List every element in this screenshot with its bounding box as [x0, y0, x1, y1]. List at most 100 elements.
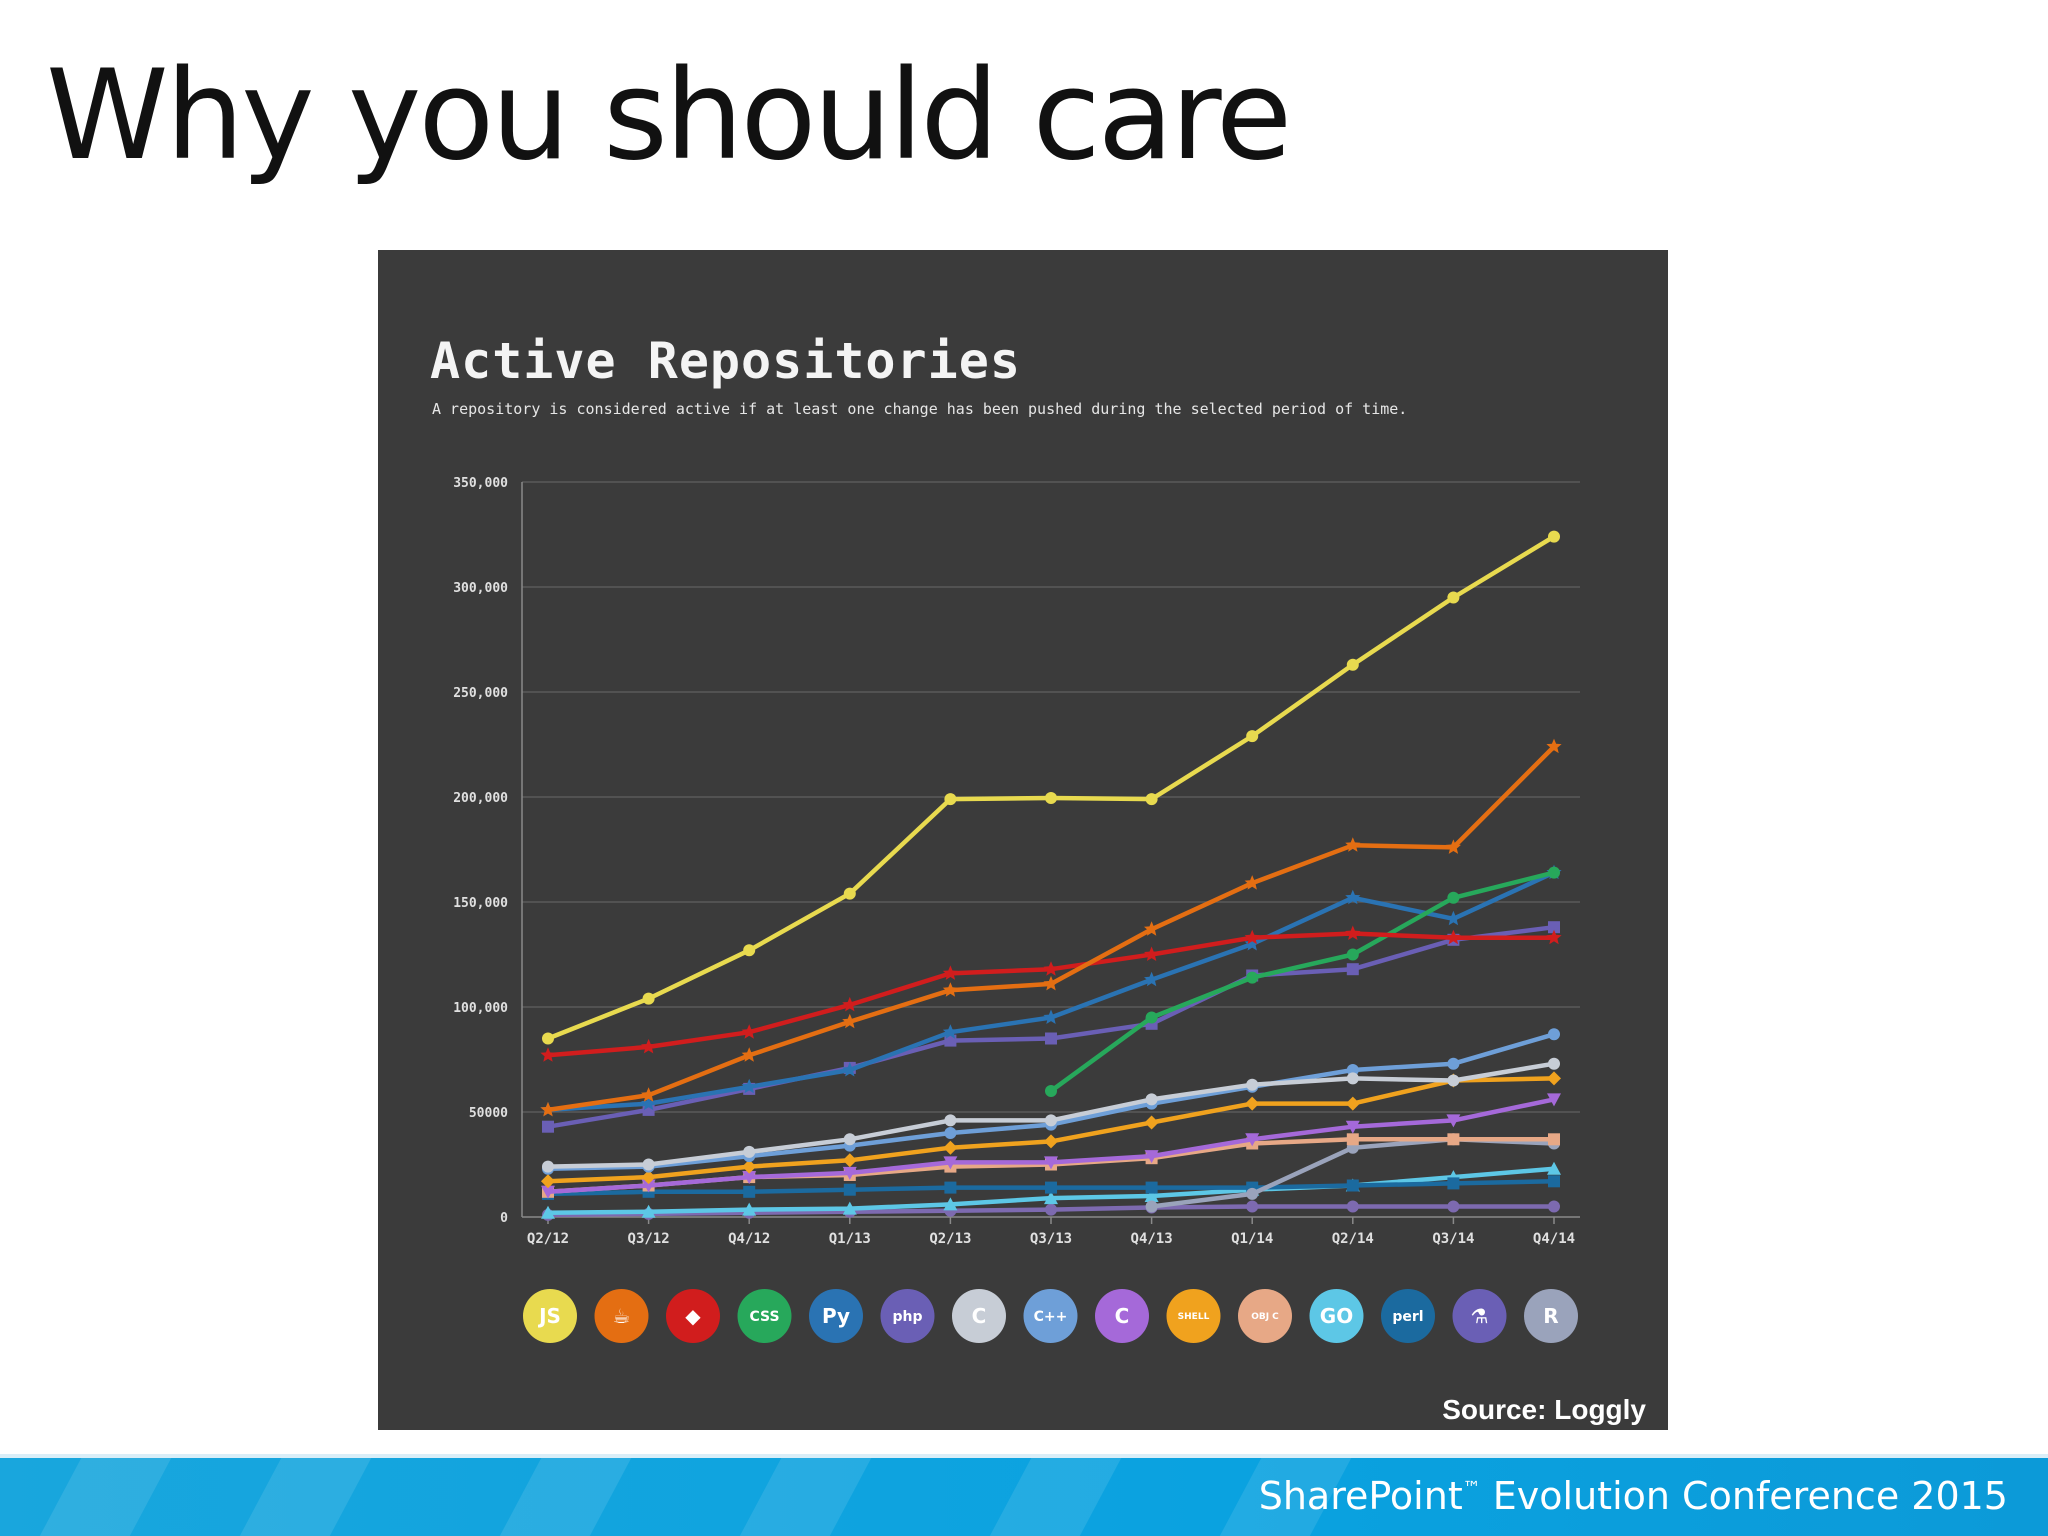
chart-panel: 0 50000 100,000 150,000 200,000 250,000 300,00…: [378, 250, 1668, 1430]
data-point: [1145, 1093, 1158, 1106]
data-point: [1144, 1115, 1159, 1130]
data-point: [1445, 910, 1461, 926]
r-logo-icon: [1524, 1289, 1578, 1343]
data-point: [1144, 1189, 1159, 1202]
data-point: [1346, 963, 1359, 976]
css-logo-icon: [737, 1289, 792, 1343]
data-point: [1345, 837, 1361, 852]
legend-icon-glyph: OBJ C: [1251, 1312, 1279, 1322]
data-point: [1345, 1096, 1360, 1111]
x-tick-label: Q1/14: [1231, 1231, 1273, 1247]
data-point: [1245, 1133, 1260, 1147]
footer-brand: SharePoint: [1258, 1474, 1463, 1518]
data-point: [1446, 1114, 1461, 1128]
line-chart: 0 50000 100,000 150,000 200,000 250,000 300,00…: [453, 476, 1580, 1343]
data-point: [1346, 1064, 1359, 1076]
python-logo-icon: [809, 1289, 863, 1343]
data-point: [1346, 1133, 1359, 1146]
data-point: [540, 1047, 556, 1062]
data-point: [1447, 1200, 1460, 1213]
data-point: [1246, 730, 1259, 743]
data-point: [1246, 1078, 1259, 1091]
y-tick-label: 350,000: [453, 476, 508, 491]
flask-logo-icon: [1452, 1289, 1507, 1343]
data-point: [1346, 658, 1359, 671]
data-point: [1145, 1181, 1158, 1194]
csharp-logo-icon: [1095, 1289, 1149, 1343]
data-point: [743, 1145, 756, 1158]
perl-logo-icon: [1381, 1289, 1435, 1343]
data-point: [1144, 971, 1160, 987]
x-tick-label: Q2/13: [929, 1231, 971, 1247]
data-point: [1244, 875, 1260, 890]
source-note: Source: Loggly: [1442, 1394, 1646, 1425]
y-tick-label: 0: [500, 1211, 508, 1226]
y-tick-label: 300,000: [453, 581, 508, 596]
ruby-logo-icon: [666, 1289, 720, 1343]
x-tick-label: Q4/14: [1533, 1231, 1575, 1247]
data-point: [1045, 792, 1057, 805]
js-logo-icon: [523, 1289, 577, 1343]
data-point: [842, 1013, 858, 1029]
data-point: [1346, 1072, 1359, 1085]
data-point: [1547, 1071, 1561, 1086]
data-point: [1246, 1200, 1259, 1213]
data-point: [1144, 946, 1160, 961]
data-point: [1145, 1011, 1158, 1024]
data-point: [842, 1166, 857, 1180]
data-point: [843, 887, 856, 900]
data-point: [642, 1158, 655, 1171]
data-point: [943, 1140, 958, 1155]
footer-trademark: ™: [1462, 1478, 1481, 1499]
y-tick-label: 250,000: [453, 686, 508, 701]
data-point: [741, 1024, 757, 1039]
objc-logo-icon: [1238, 1289, 1292, 1343]
footer-conference-name: SharePoint™ Evolution Conference 2015: [1259, 1474, 2008, 1518]
x-tick-label: Q4/12: [728, 1231, 770, 1247]
data-point: [642, 992, 655, 1005]
y-tick-label: 150,000: [453, 896, 508, 911]
footer-event: Evolution Conference 2015: [1480, 1474, 2008, 1518]
x-tick-label: Q3/14: [1432, 1231, 1474, 1247]
x-tick-label: Q1/13: [829, 1231, 871, 1247]
data-point: [1346, 1200, 1359, 1213]
data-point: [1548, 1175, 1560, 1188]
data-point: [1445, 929, 1461, 945]
data-point: [1045, 1085, 1057, 1097]
data-point: [1445, 839, 1461, 854]
data-point: [1447, 1133, 1460, 1146]
legend-icon-glyph: JS: [537, 1304, 561, 1328]
data-point: [1447, 891, 1460, 904]
data-point: [1345, 1120, 1360, 1134]
data-point: [641, 1095, 657, 1111]
data-point: [641, 1179, 656, 1193]
legend-icon-glyph: SHELL: [1178, 1312, 1210, 1322]
java-logo-icon: [594, 1289, 649, 1343]
data-point: [843, 1133, 856, 1146]
footer-band: SharePoint™ Evolution Conference 2015: [0, 1458, 2048, 1536]
data-point: [942, 982, 958, 997]
data-point: [1044, 1191, 1058, 1205]
data-point: [1548, 1133, 1560, 1146]
c-logo-icon: [952, 1289, 1006, 1343]
series-line: [1048, 870, 1557, 1094]
data-point: [1246, 1187, 1259, 1200]
data-point: [842, 1201, 857, 1215]
data-point: [1246, 971, 1259, 984]
data-point: [1447, 1057, 1460, 1070]
data-point: [1548, 1200, 1560, 1213]
data-point: [942, 1024, 958, 1039]
data-point: [742, 1202, 757, 1216]
data-point: [944, 1114, 957, 1127]
chart-subtitle: A repository is considered active if at …: [432, 400, 1408, 418]
data-point: [1145, 793, 1158, 806]
data-point: [944, 1181, 957, 1194]
data-point: [1144, 921, 1160, 936]
data-point: [1547, 1161, 1561, 1175]
data-point: [1043, 1009, 1059, 1024]
data-point: [944, 1034, 957, 1047]
data-point: [1548, 1028, 1560, 1041]
data-point: [540, 1101, 556, 1117]
data-point: [842, 1062, 858, 1077]
data-point: [542, 1120, 554, 1133]
